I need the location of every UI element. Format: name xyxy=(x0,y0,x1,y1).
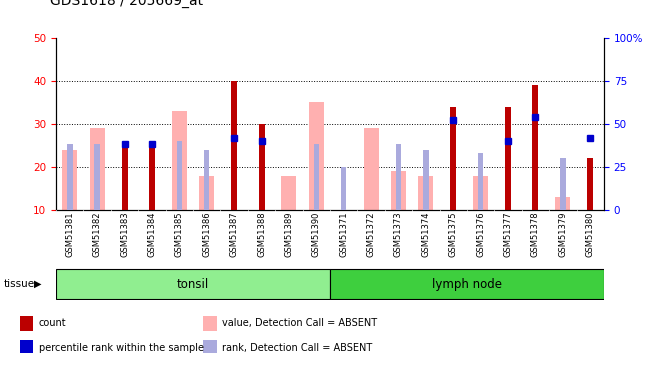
Bar xyxy=(177,141,182,210)
Bar xyxy=(231,81,237,210)
Bar xyxy=(20,316,34,331)
Bar xyxy=(56,269,330,299)
Bar xyxy=(94,144,100,210)
Bar xyxy=(314,144,319,210)
Bar xyxy=(172,111,187,210)
Text: GSM51375: GSM51375 xyxy=(449,212,458,257)
Bar xyxy=(478,153,483,210)
Text: tonsil: tonsil xyxy=(177,278,209,291)
Bar xyxy=(391,171,406,210)
Bar xyxy=(20,340,34,355)
Text: percentile rank within the sample: percentile rank within the sample xyxy=(38,343,203,352)
Text: GSM51380: GSM51380 xyxy=(585,212,595,257)
Text: GSM51382: GSM51382 xyxy=(92,212,102,257)
Text: GSM51378: GSM51378 xyxy=(531,212,540,257)
Text: GSM51384: GSM51384 xyxy=(147,212,156,257)
Text: GSM51388: GSM51388 xyxy=(257,212,266,257)
Text: GSM51376: GSM51376 xyxy=(476,212,485,257)
Text: GSM51371: GSM51371 xyxy=(339,212,348,257)
Bar xyxy=(330,269,604,299)
Bar xyxy=(259,124,265,210)
Text: count: count xyxy=(38,318,66,328)
Bar xyxy=(121,146,127,210)
Text: GSM51389: GSM51389 xyxy=(284,212,294,257)
Bar xyxy=(67,171,73,210)
Bar xyxy=(199,176,214,210)
Bar xyxy=(341,167,347,210)
Bar xyxy=(90,128,105,210)
Text: GSM51379: GSM51379 xyxy=(558,212,568,257)
Bar xyxy=(396,144,401,210)
Text: GSM51374: GSM51374 xyxy=(421,212,430,257)
Bar xyxy=(555,197,570,210)
Bar xyxy=(418,176,434,210)
Text: GSM51373: GSM51373 xyxy=(394,212,403,257)
Bar xyxy=(309,102,324,210)
Text: GSM51386: GSM51386 xyxy=(202,212,211,257)
Bar xyxy=(149,146,155,210)
Text: ▶: ▶ xyxy=(34,279,42,289)
Bar xyxy=(364,128,379,210)
Text: lymph node: lymph node xyxy=(432,278,502,291)
Text: GSM51377: GSM51377 xyxy=(504,212,513,257)
Bar xyxy=(67,144,73,210)
Text: GSM51372: GSM51372 xyxy=(366,212,376,257)
Bar xyxy=(203,316,217,331)
Bar xyxy=(560,158,566,210)
Bar xyxy=(281,176,296,210)
Bar xyxy=(336,210,351,219)
Text: tissue: tissue xyxy=(3,279,34,289)
Bar xyxy=(505,106,511,210)
Text: rank, Detection Call = ABSENT: rank, Detection Call = ABSENT xyxy=(222,343,372,352)
Text: GSM51383: GSM51383 xyxy=(120,212,129,257)
Bar xyxy=(204,150,209,210)
Bar xyxy=(587,158,593,210)
Text: GSM51390: GSM51390 xyxy=(312,212,321,257)
Text: GSM51381: GSM51381 xyxy=(65,212,75,257)
Bar xyxy=(62,150,77,210)
Bar xyxy=(473,176,488,210)
Text: GSM51385: GSM51385 xyxy=(175,212,184,257)
Bar xyxy=(203,340,217,355)
Bar xyxy=(423,150,428,210)
Bar xyxy=(450,106,456,210)
Text: GSM51387: GSM51387 xyxy=(230,212,239,257)
Bar xyxy=(533,85,539,210)
Text: GDS1618 / 205669_at: GDS1618 / 205669_at xyxy=(50,0,203,8)
Text: value, Detection Call = ABSENT: value, Detection Call = ABSENT xyxy=(222,318,378,328)
